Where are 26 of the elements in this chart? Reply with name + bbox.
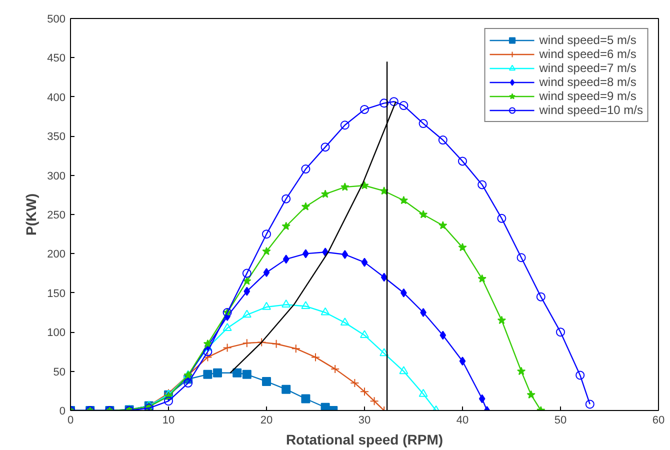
legend-label: wind speed=9 m/s [539, 89, 636, 103]
legend-label: wind speed=5 m/s [539, 33, 636, 47]
y-tick-label: 0 [59, 406, 66, 418]
x-tick-label: 40 [456, 414, 469, 426]
y-tick-label: 100 [47, 327, 66, 340]
y-tick-label: 350 [47, 131, 66, 144]
x-tick-label: 20 [260, 414, 273, 426]
x-tick-label: 50 [554, 414, 567, 426]
y-tick-label: 400 [47, 92, 66, 104]
y-tick-label: 200 [47, 248, 66, 261]
y-tick-label: 500 [47, 14, 66, 26]
y-tick-label: 450 [47, 52, 66, 65]
y-axis-title: P(KW) [23, 193, 40, 236]
x-tick-label: 30 [358, 414, 371, 426]
x-tick-label: 0 [67, 414, 74, 426]
y-tick-label: 300 [47, 170, 66, 182]
x-tick-label: 60 [652, 414, 665, 426]
legend-label: wind speed=7 m/s [539, 61, 636, 75]
x-tick-label: 10 [162, 414, 175, 426]
y-tick-label: 150 [47, 288, 66, 300]
legend-label: wind speed=8 m/s [539, 75, 636, 89]
legend-label: wind speed=10 m/s [539, 103, 643, 117]
x-axis-title: Rotational speed (RPM) [286, 432, 444, 448]
y-tick-label: 50 [53, 366, 66, 378]
y-tick-label: 250 [47, 210, 66, 222]
legend-label: wind speed=6 m/s [539, 47, 636, 61]
